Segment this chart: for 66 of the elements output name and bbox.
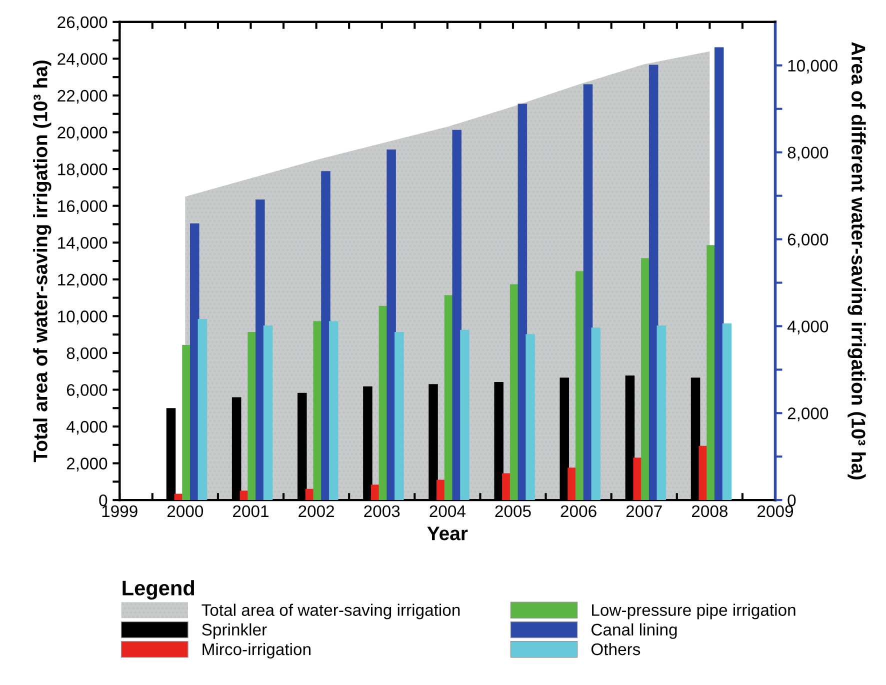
bar [641,258,650,500]
bar [583,84,593,500]
x-tick-label: 2003 [364,505,400,518]
y-tick-label: 22,000 [58,90,108,104]
bar [576,271,585,500]
bar [510,284,520,500]
bar [591,328,600,500]
bar [722,323,732,500]
bar [328,321,338,500]
x-tick-label: 2000 [167,505,204,518]
x-tick-label: 2007 [626,505,662,518]
legend-label: Mirco-irrigation [202,642,310,659]
y-tick-label: 4,000 [66,420,108,435]
legend-label: Total area of water-saving irrigation [202,604,460,620]
x-tick-label: 2005 [495,505,531,518]
y-tick-label: 24,000 [58,53,108,67]
x-tick-label: 2009 [758,505,793,518]
bar [714,47,724,500]
y-tick-label: 16,000 [58,200,108,214]
y2-tick-label: 4,000 [787,320,828,334]
bar [452,130,462,500]
y2-tick-label: 0 [788,494,796,506]
y-axis-title: Total area of water-saving irrigation (10³ ha) [33,60,52,462]
y-tick-label: 14,000 [58,236,108,251]
x-tick-label: 2008 [692,505,728,518]
y2-tick-label: 6,000 [788,234,828,248]
bar [256,199,265,500]
y2-tick-label: 10,000 [788,60,838,74]
bar [182,345,192,500]
y-tick-label: 20,000 [58,126,108,140]
bar [263,325,273,500]
y-tick-label: 8,000 [66,347,108,362]
bar [394,332,404,500]
bar [518,104,528,500]
y-tick-label: 12,000 [58,274,108,288]
bar [656,325,666,500]
legend-label: Canal lining [592,623,677,639]
bar [313,321,323,500]
bar [706,245,716,500]
y-tick-label: 2,000 [66,458,108,472]
bar [198,318,208,500]
y-tick-label: 0 [99,494,108,506]
legend-label: Others [591,642,640,656]
y-tick-label: 18,000 [58,163,108,178]
bar [386,149,396,500]
x-tick-label: 2006 [560,505,596,518]
y2-tick-label: 8,000 [788,146,828,160]
bar [321,171,330,500]
x-tick-label: 2002 [298,505,334,518]
bar [460,330,470,500]
bar [526,334,535,500]
bar [190,223,200,500]
legend-title: Legend [122,580,194,600]
y-tick-label: 10,000 [58,310,108,324]
bar [248,332,257,500]
y2-tick-label: 2,000 [788,408,828,422]
x-tick-label: 2001 [233,505,268,518]
x-axis-title: Year [427,526,468,540]
legend-label: Sprinkler [202,623,267,639]
x-tick-label: 2004 [430,505,466,518]
y2-axis-title: Area of different water-saving irrigation (10³ ha) [848,42,866,480]
x-tick-label: 1999 [102,505,138,518]
bar [648,64,658,500]
y-tick-label: 6,000 [66,384,108,398]
y-tick-label: 26,000 [58,16,108,30]
legend-label: Low-pressure pipe irrigation [592,604,796,620]
